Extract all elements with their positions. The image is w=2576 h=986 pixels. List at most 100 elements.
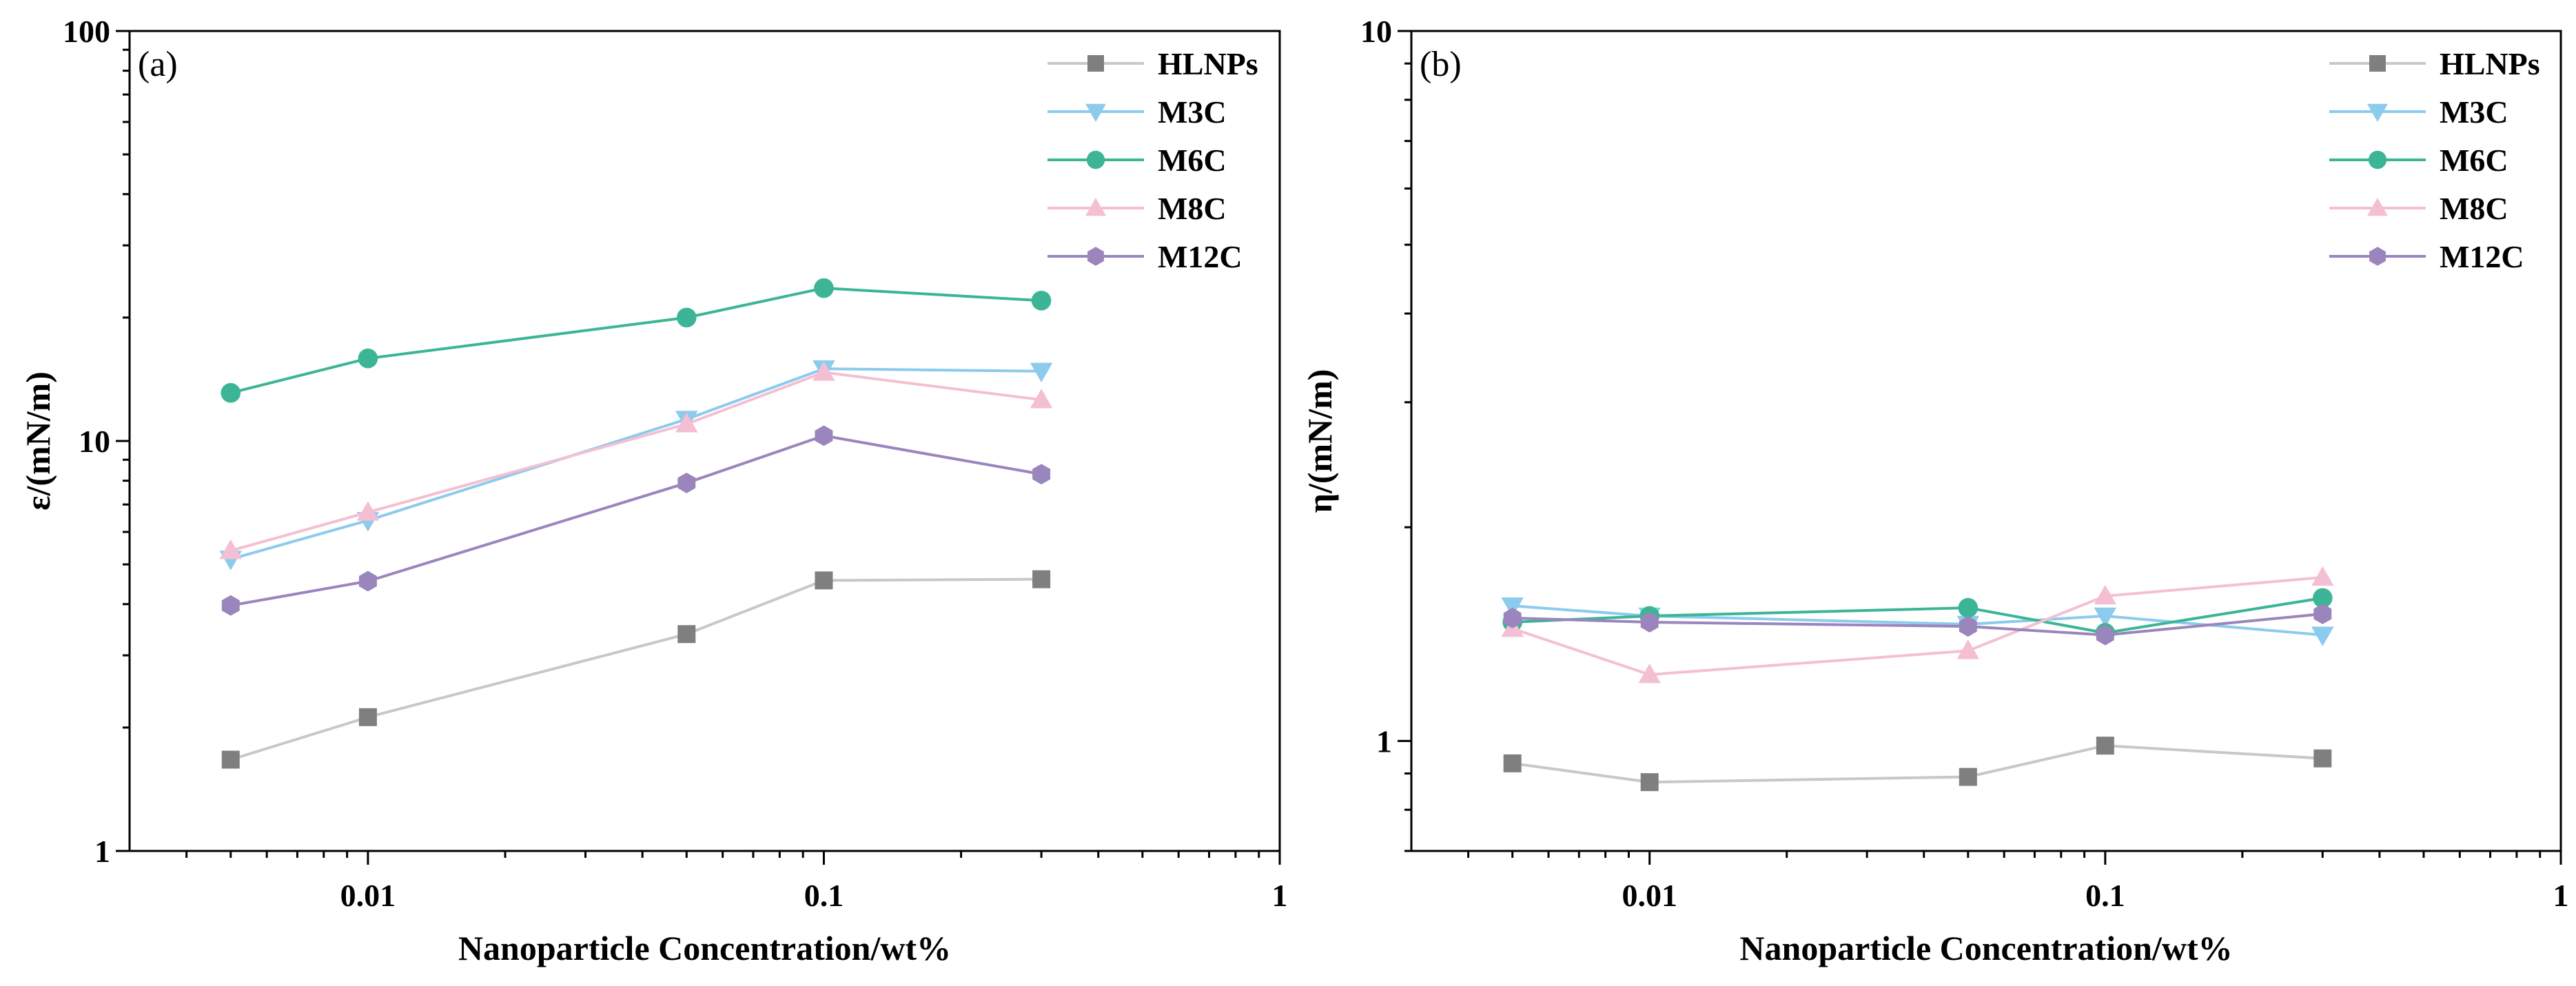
data-point [815,425,833,446]
legend-label: M8C [2440,191,2508,226]
x-tick-label: 0.01 [1622,878,1677,913]
x-tick-label: 1 [2553,878,2569,913]
series-line [1512,596,2323,635]
x-tick-label: 0.1 [2085,878,2125,913]
data-point [2312,588,2333,608]
data-point [2311,566,2334,586]
data-point [358,571,377,592]
x-tick-label: 0.1 [804,878,844,913]
legend-item-m3c: M3C [1047,94,1227,130]
x-axis-title: Nanoparticle Concentration/wt% [458,929,951,967]
y-minor-ticks [123,48,130,729]
data-point [2094,584,2117,605]
legend-label: HLNPs [1158,46,1258,81]
data-point [1501,597,1524,617]
data-point [1031,290,1052,311]
legend-label: M3C [1158,94,1227,130]
data-point [815,571,833,590]
data-point [2311,626,2334,646]
y-axis-title: η/(mN/m) [1300,369,1339,513]
y-tick-label: 10 [1360,14,1392,49]
y-axis-title: ε/(mN/m) [19,371,57,511]
x-tick-label: 0.01 [340,878,396,913]
legend-item-m12c: M12C [1047,239,1243,274]
series-line [1512,744,2323,784]
data-point [1030,389,1053,409]
data-point [221,750,240,769]
data-point [2094,607,2117,628]
data-point [677,625,696,644]
series-m12c [221,425,1051,616]
series-m12c [1503,604,2332,646]
y-tick-label: 10 [79,424,110,459]
legend-label: M6C [2440,143,2508,178]
data-point [2313,749,2332,768]
x-axis-title: Nanoparticle Concentration/wt% [1739,929,2232,967]
data-point [677,472,696,493]
legend-label: M8C [1158,191,1227,226]
legend-label: M12C [2440,239,2524,274]
data-point [1958,597,1979,618]
data-point [677,307,697,328]
data-point [2096,624,2114,646]
plot-frame [128,30,1281,852]
data-point [1638,663,1661,684]
legend-marker [2368,150,2387,170]
panel-label: (b) [1420,45,1462,84]
legend-marker [1087,247,1104,266]
x-tick-label: 1 [1272,878,1288,913]
legend-marker [1085,103,1106,122]
legend-label: M3C [2440,94,2508,130]
data-point [1030,362,1053,382]
legend-marker [2367,198,2388,216]
legend: HLNPs M3C M6C M8C M12C [2329,46,2540,274]
series-line [230,577,1042,761]
chart-panel-a: 0.01 0.1 1 1 10 100 Nanoparticle Concentration… [19,14,1288,967]
series-m6c [221,278,1052,403]
plot-frame [1410,30,2562,852]
legend-marker [1085,198,1106,216]
data-point [221,595,240,616]
data-point [356,501,380,521]
data-point [1956,639,1980,659]
series-m8c [219,361,1053,559]
legend-item-hlnps: HLNPs [2329,46,2540,81]
legend-label: HLNPs [2440,46,2540,81]
data-point [358,708,377,726]
series-hlnps [221,570,1051,769]
panel-label: (a) [138,45,178,84]
y-minor-ticks [1404,62,1411,852]
data-point [358,348,378,369]
y-tick-label: 100 [63,14,110,49]
data-point [1959,768,1977,786]
data-point [1640,612,1659,633]
data-point [812,361,835,381]
data-point [1503,754,1522,772]
x-minor-ticks [185,851,1260,858]
data-point [1503,607,1522,628]
data-point [675,413,698,433]
legend-marker [2369,247,2386,266]
legend-item-m8c: M8C [2329,191,2508,226]
legend-marker [2367,103,2388,122]
legend-label: M6C [1158,143,1227,178]
legend-item-m8c: M8C [1047,191,1227,226]
data-point [1640,773,1659,792]
legend-item-m6c: M6C [1047,143,1227,178]
data-point [1032,464,1051,485]
x-minor-ticks [1467,851,2542,858]
y-tick-label: 1 [1376,723,1392,759]
legend-marker [1087,55,1104,72]
series-line [230,287,1042,395]
data-point [814,278,834,298]
series-line [230,367,1042,561]
legend-item-hlnps: HLNPs [1047,46,1258,81]
legend-item-m12c: M12C [2329,239,2524,274]
data-point [1959,616,1977,637]
legend-item-m6c: M6C [2329,143,2508,178]
data-point [1032,570,1051,588]
legend-marker [2369,55,2386,72]
series-m3c [219,360,1053,571]
legend-marker [1086,150,1105,170]
